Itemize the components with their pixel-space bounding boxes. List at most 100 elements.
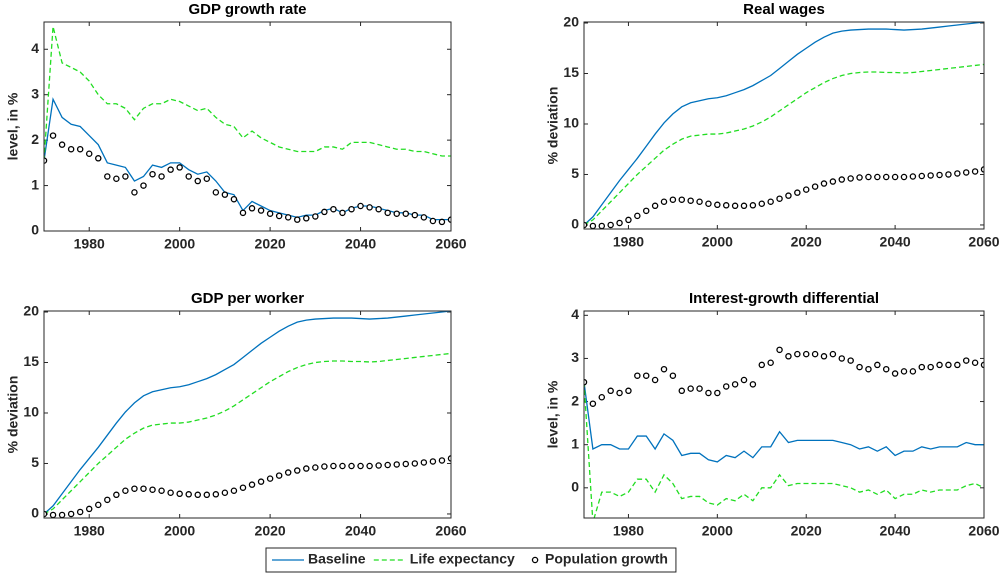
plot-content	[584, 22, 984, 229]
data-point	[802, 186, 810, 193]
data-point	[257, 207, 265, 214]
data-point	[122, 173, 129, 180]
data-point	[429, 458, 437, 465]
data-point	[945, 361, 952, 369]
data-point	[384, 209, 391, 217]
data-point	[67, 510, 75, 518]
data-point	[811, 350, 819, 358]
chart-title: Interest-growth differential	[689, 290, 879, 307]
data-point	[918, 363, 926, 371]
data-point	[740, 376, 748, 384]
y-tick-label: 1	[571, 435, 579, 451]
y-tick-label: 2	[571, 392, 579, 408]
x-tick-label: 2020	[791, 523, 822, 539]
plot-content	[44, 311, 451, 518]
data-point	[420, 214, 428, 221]
data-point	[802, 350, 810, 358]
data-point	[167, 489, 174, 497]
data-point	[194, 177, 202, 185]
data-point	[348, 205, 355, 213]
data-point	[794, 350, 801, 358]
data-point	[176, 490, 183, 498]
data-point	[411, 460, 419, 467]
data-point	[411, 211, 419, 219]
data-point	[85, 505, 93, 513]
data-point	[312, 213, 319, 220]
y-axis-label: level, in %	[5, 92, 21, 160]
data-point	[856, 363, 863, 371]
data-point	[49, 132, 57, 139]
data-point	[962, 169, 970, 176]
data-point	[936, 171, 943, 179]
y-tick-label: 0	[31, 222, 39, 238]
data-point	[366, 462, 373, 470]
legend-label: Baseline	[308, 551, 366, 567]
x-tick-label: 2000	[702, 234, 733, 250]
data-point	[847, 175, 854, 182]
data-point	[722, 383, 730, 390]
data-point	[954, 361, 961, 369]
data-point	[856, 174, 863, 181]
y-tick-label: 2	[31, 131, 39, 147]
data-point	[293, 216, 301, 223]
data-point	[829, 178, 837, 185]
y-tick-label: 3	[571, 349, 579, 365]
data-point	[714, 389, 721, 397]
x-tick-label: 2040	[345, 236, 376, 252]
legend-swatch	[531, 556, 539, 564]
x-tick-label: 1980	[613, 234, 644, 250]
axes-frame	[583, 21, 985, 230]
x-tick-label: 2040	[345, 523, 376, 539]
data-point	[616, 219, 623, 227]
data-point	[438, 457, 446, 464]
data-point	[616, 389, 623, 397]
data-point	[49, 511, 57, 518]
data-point	[303, 465, 310, 472]
data-point	[909, 368, 917, 375]
data-point	[393, 210, 400, 217]
data-point	[900, 173, 908, 181]
data-point	[284, 469, 292, 476]
data-point	[891, 173, 899, 181]
data-point	[95, 501, 102, 509]
plot-area	[584, 311, 984, 518]
data-point	[669, 196, 677, 203]
data-point	[731, 202, 739, 210]
axes-frame	[583, 310, 985, 519]
y-tick-label: 4	[31, 40, 39, 56]
data-point	[705, 200, 712, 208]
data-point	[678, 387, 686, 395]
series-line	[44, 26, 451, 161]
data-point	[865, 365, 872, 373]
data-point	[740, 202, 748, 210]
data-point	[357, 462, 364, 470]
data-point	[76, 508, 84, 516]
y-tick-label: 5	[31, 454, 39, 470]
data-point	[239, 209, 247, 217]
legend-label: Life expectancy	[410, 551, 515, 567]
data-point	[642, 372, 650, 379]
data-point	[76, 145, 84, 153]
data-point	[212, 491, 220, 498]
data-point	[58, 511, 66, 518]
data-point	[438, 218, 446, 226]
data-point	[820, 353, 828, 360]
data-point	[131, 485, 138, 492]
data-point	[293, 467, 301, 474]
data-point	[339, 462, 346, 470]
x-tick-label: 2040	[880, 234, 911, 250]
x-tick-label: 2000	[702, 523, 733, 539]
data-point	[375, 205, 382, 213]
data-point	[221, 191, 229, 198]
x-tick-label: 1980	[74, 236, 105, 252]
y-tick-label: 0	[571, 216, 579, 232]
y-tick-label: 0	[31, 505, 39, 521]
y-tick-label: 3	[31, 85, 39, 101]
data-point	[113, 491, 120, 499]
data-point	[811, 183, 819, 190]
data-point	[874, 173, 881, 181]
y-tick-label: 15	[563, 64, 579, 80]
data-point	[918, 172, 926, 180]
data-point	[660, 365, 668, 373]
series-line	[44, 97, 451, 221]
